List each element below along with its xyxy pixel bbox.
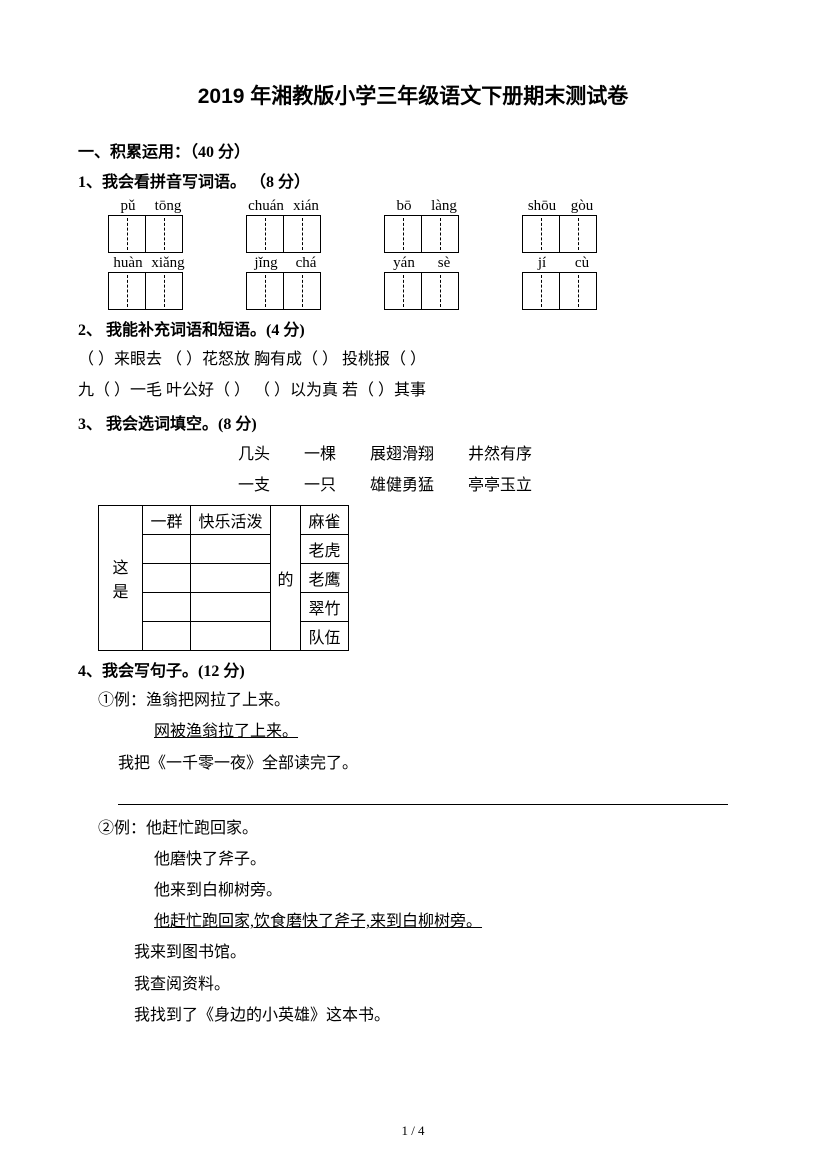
table-cell[interactable]: 一群: [143, 506, 191, 535]
pinyin-syllable: chuán: [246, 198, 286, 215]
char-input-box[interactable]: [108, 272, 146, 310]
q4-2-example: ②例：他赶忙跑回家。: [98, 815, 748, 842]
char-input-box[interactable]: [246, 272, 284, 310]
pinyin-syllable: jǐng: [246, 255, 286, 272]
q2-line-2: 九（ ）一毛 叶公好（ ） （ ）以为真 若（ ）其事: [78, 377, 748, 404]
char-input-box[interactable]: [145, 215, 183, 253]
bank-word: 展翅滑翔: [370, 440, 434, 470]
bank-word: 一棵: [304, 440, 336, 470]
q4-2-line-3: 他来到白柳树旁。: [154, 877, 748, 904]
pinyin-syllable: làng: [424, 198, 464, 215]
word-bank-row-2: 一支 一只 雄健勇猛 亭亭玉立: [238, 471, 748, 501]
table-cell: 老虎: [301, 535, 349, 564]
q4-2-answer: 他赶忙跑回家,饮食磨快了斧子,来到白柳树旁。: [154, 913, 482, 930]
table-cell[interactable]: [143, 593, 191, 622]
char-input-box[interactable]: [283, 272, 321, 310]
q1-head: 1、我会看拼音写词语。 （8 分）: [78, 168, 748, 192]
pinyin-syllable: xiǎng: [148, 255, 188, 272]
bank-word: 一只: [304, 471, 336, 501]
char-input-box[interactable]: [384, 215, 422, 253]
char-input-box[interactable]: [246, 215, 284, 253]
table-cell[interactable]: 快乐活泼: [191, 506, 271, 535]
table-left-label: 这是: [99, 506, 143, 651]
table-cell[interactable]: [143, 535, 191, 564]
q4-2-prompt-1: 我来到图书馆。: [134, 939, 748, 966]
table-cell[interactable]: [191, 593, 271, 622]
q2-line-1: （ ）来眼去 （ ）花怒放 胸有成（ ） 投桃报（ ）: [78, 346, 748, 373]
pinyin-syllable: shōu: [522, 198, 562, 215]
pinyin-syllable: tōng: [148, 198, 188, 215]
table-cell: 队伍: [301, 622, 349, 651]
pinyin-syllable: pǔ: [108, 198, 148, 215]
pinyin-syllable: huàn: [108, 255, 148, 272]
char-input-box[interactable]: [145, 272, 183, 310]
bank-word: 一支: [238, 471, 270, 501]
answer-line[interactable]: [118, 783, 728, 805]
table-cell[interactable]: [143, 564, 191, 593]
table-cell[interactable]: [191, 535, 271, 564]
bank-word: 几头: [238, 440, 270, 470]
table-cell[interactable]: [191, 622, 271, 651]
q4-1-answer: 网被渔翁拉了上来。: [154, 723, 298, 740]
char-input-box[interactable]: [421, 272, 459, 310]
pinyin-syllable: cù: [562, 255, 602, 272]
q4-2-prompt-2: 我查阅资料。: [134, 971, 748, 998]
pinyin-syllable: chá: [286, 255, 326, 272]
char-input-box[interactable]: [559, 215, 597, 253]
q4-2-prompt-3: 我找到了《身边的小英雄》这本书。: [134, 1002, 748, 1029]
pinyin-syllable: sè: [424, 255, 464, 272]
char-input-box[interactable]: [421, 215, 459, 253]
char-input-box[interactable]: [283, 215, 321, 253]
section-1-head: 一、积累运用：（40 分）: [78, 138, 748, 162]
char-input-box[interactable]: [559, 272, 597, 310]
table-cell[interactable]: [143, 622, 191, 651]
q3-head: 3、 我会选词填空。(8 分): [78, 410, 748, 434]
table-cell: 翠竹: [301, 593, 349, 622]
word-bank-row-1: 几头 一棵 展翅滑翔 井然有序: [238, 440, 748, 470]
table-cell[interactable]: [191, 564, 271, 593]
q2-head: 2、 我能补充词语和短语。(4 分): [78, 316, 748, 340]
char-input-box[interactable]: [108, 215, 146, 253]
table-cell: 麻雀: [301, 506, 349, 535]
bank-word: 亭亭玉立: [468, 471, 532, 501]
bank-word: 雄健勇猛: [370, 471, 434, 501]
q4-head: 4、我会写句子。(12 分): [78, 657, 748, 681]
pinyin-syllable: bō: [384, 198, 424, 215]
q4-1-prompt: 我把《一千零一夜》全部读完了。: [118, 750, 748, 777]
page-title: 2019 年湘教版小学三年级语文下册期末测试卷: [78, 80, 748, 110]
table-cell: 老鹰: [301, 564, 349, 593]
table-mid-label: 的: [271, 506, 301, 651]
bank-word: 井然有序: [468, 440, 532, 470]
char-input-box[interactable]: [384, 272, 422, 310]
q4-1-example: ①例：渔翁把网拉了上来。: [98, 687, 748, 714]
q4-2-line-2: 他磨快了斧子。: [154, 846, 748, 873]
page-footer: 1 / 4: [0, 1123, 826, 1139]
pinyin-syllable: gòu: [562, 198, 602, 215]
q3-table: 这是一群快乐活泼的麻雀老虎老鹰翠竹队伍: [98, 505, 349, 651]
char-input-box[interactable]: [522, 215, 560, 253]
pinyin-grid: pǔtōng chuánxián bōlàng shōugòu huànxiǎng jǐn…: [78, 198, 748, 310]
pinyin-syllable: xián: [286, 198, 326, 215]
char-input-box[interactable]: [522, 272, 560, 310]
pinyin-syllable: yán: [384, 255, 424, 272]
pinyin-syllable: jí: [522, 255, 562, 272]
